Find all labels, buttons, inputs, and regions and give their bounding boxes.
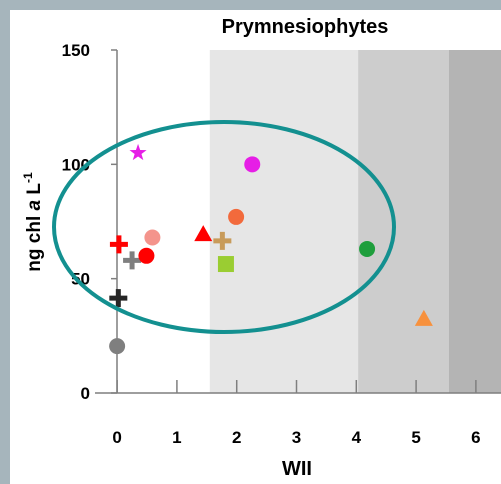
x-axis-label: WII	[282, 458, 312, 480]
marks	[109, 143, 433, 355]
point	[129, 143, 147, 161]
point	[414, 309, 433, 326]
point	[359, 240, 376, 257]
shaded-band	[358, 50, 449, 393]
y-tick-label: 150	[62, 41, 90, 60]
shaded-band	[448, 50, 501, 393]
x-tick-label: 3	[292, 428, 301, 447]
x-tick-label: 6	[471, 428, 480, 447]
y-axis-label: ng chl a L-1	[21, 172, 45, 272]
x-tick-label: 2	[232, 428, 241, 447]
y-label-part: a	[24, 199, 45, 210]
point	[213, 231, 232, 250]
x-tick-label: 0	[112, 428, 121, 447]
y-label-part: L	[24, 183, 45, 200]
point	[244, 156, 261, 173]
x-tick-label: 5	[411, 428, 420, 447]
y-tick-label: 0	[81, 384, 90, 403]
point	[109, 338, 126, 355]
highlight-ellipse	[52, 120, 396, 334]
y-label-sup: -1	[21, 172, 35, 183]
point	[109, 289, 128, 308]
bands	[209, 50, 501, 393]
point	[123, 251, 142, 270]
x-tick-label: 4	[352, 428, 362, 447]
chart-title: Prymnesiophytes	[222, 16, 389, 38]
point	[144, 229, 161, 246]
point	[138, 247, 155, 264]
x-tick-label: 1	[172, 428, 181, 447]
y-label-part: ng chl	[24, 210, 45, 271]
point	[217, 256, 234, 273]
y-tick-label: 50	[71, 270, 90, 289]
point	[194, 225, 213, 242]
point	[228, 208, 245, 225]
point	[109, 235, 128, 254]
